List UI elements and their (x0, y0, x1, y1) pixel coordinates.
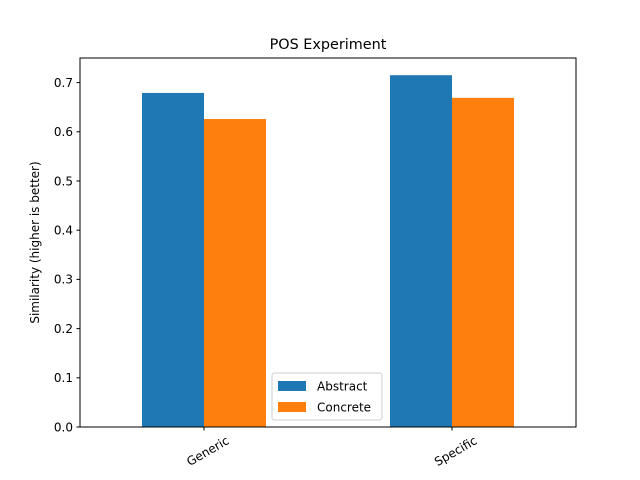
bar-concrete-generic (204, 119, 266, 427)
y-tick-label: 0.3 (54, 273, 73, 287)
legend-label-concrete: Concrete (317, 401, 371, 415)
x-tick-label-generic: Generic (184, 433, 231, 468)
x-axis: Generic Specific (184, 427, 480, 469)
legend: Abstract Concrete (271, 372, 383, 421)
x-tick-label-specific: Specific (432, 433, 479, 468)
y-axis-label: Similarity (higher is better) (28, 161, 42, 323)
y-axis: 0.0 0.1 0.2 0.3 0.4 0.5 0.6 0.7 (54, 76, 80, 434)
chart-title: POS Experiment (270, 37, 387, 53)
y-tick-label: 0.5 (54, 174, 73, 188)
y-tick-label: 0.0 (54, 420, 73, 434)
legend-swatch-concrete (278, 402, 306, 412)
legend-label-abstract: Abstract (317, 380, 368, 394)
legend-swatch-abstract (278, 381, 306, 391)
plot-frame (79, 57, 577, 428)
bars (142, 75, 514, 428)
y-tick-label: 0.4 (54, 224, 73, 238)
y-tick-label: 0.7 (54, 76, 73, 90)
y-tick-label: 0.1 (54, 371, 73, 385)
y-tick-label: 0.6 (54, 125, 73, 139)
y-tick-label: 0.2 (54, 322, 73, 336)
bar-abstract-specific (390, 75, 452, 427)
bar-abstract-generic (142, 92, 204, 428)
bar-concrete-specific (452, 97, 514, 427)
